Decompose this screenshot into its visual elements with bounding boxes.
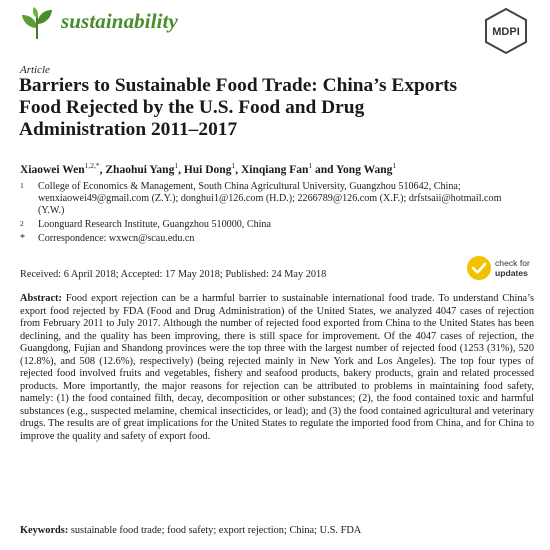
author-name[interactable]: Xinqiang Fan (240, 164, 309, 176)
article-type: Article (20, 64, 50, 76)
affiliation-text: Loonguard Research Institute, Guangzhou … (38, 219, 271, 230)
author-separator: and (312, 164, 337, 176)
author-name[interactable]: Zhaohui Yang (105, 164, 175, 176)
journal-header: sustainability MDPI (0, 0, 550, 60)
affiliation-marker: 1 (20, 181, 24, 190)
affiliation-marker: 2 (20, 219, 24, 228)
author-separator: , (99, 164, 106, 176)
correspondence-text[interactable]: Correspondence: wxwcn@scau.edu.cn (38, 233, 195, 244)
keywords: Keywords: sustainable food trade; food s… (20, 525, 361, 536)
check-icon (467, 256, 491, 280)
author-separator: , (235, 164, 241, 176)
author-affiliation-marks: 1 (174, 161, 179, 171)
abstract-label: Abstract: (20, 293, 62, 304)
abstract: Abstract: Food export rejection can be a… (20, 293, 534, 443)
updates-label: updates (495, 268, 528, 278)
author-name[interactable]: Yong Wang (336, 164, 393, 176)
affiliation-text: College of Economics & Management, South… (38, 181, 502, 216)
author-affiliation-marks: 1 (392, 161, 397, 171)
check-for-updates-badge[interactable]: check for updates (467, 256, 533, 282)
leaf-icon (22, 7, 52, 39)
keywords-text: sustainable food trade; food safety; exp… (70, 525, 362, 536)
check-for-label: check for (495, 258, 530, 268)
author-separator: , (178, 164, 184, 176)
author-affiliation-marks: 1,2,* (84, 161, 100, 171)
abstract-text: Food export rejection can be a harmful b… (20, 293, 534, 442)
article-title: Barriers to Sustainable Food Trade: Chin… (19, 75, 458, 140)
author-name[interactable]: Hui Dong (183, 164, 232, 176)
keywords-label: Keywords: (20, 525, 69, 536)
author-affiliation-marks: 1 (231, 161, 236, 171)
journal-name[interactable]: sustainability (61, 9, 178, 33)
publication-dates: Received: 6 April 2018; Accepted: 17 May… (20, 269, 327, 280)
author-name[interactable]: Xiaowei Wen (20, 164, 85, 176)
mdpi-logo[interactable]: MDPI (484, 8, 528, 54)
affiliation-marker: * (20, 233, 25, 244)
publisher-name: MDPI (492, 26, 520, 38)
author-affiliation-marks: 1 (308, 161, 313, 171)
author-list: Xiaowei Wen1,2,*, Zhaohui Yang1, Hui Don… (20, 161, 530, 176)
